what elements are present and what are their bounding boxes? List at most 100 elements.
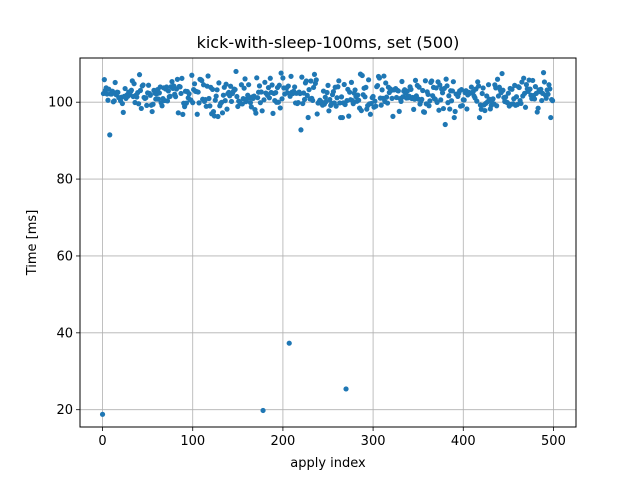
data-point — [334, 95, 340, 101]
data-point — [172, 94, 179, 100]
data-point — [546, 82, 552, 88]
data-point — [189, 72, 195, 78]
data-point — [292, 84, 298, 90]
data-point — [477, 102, 484, 108]
data-point — [365, 77, 372, 83]
data-point — [131, 81, 137, 87]
data-point — [412, 77, 419, 83]
data-point — [372, 98, 378, 104]
data-point — [111, 98, 117, 104]
data-point — [451, 114, 457, 121]
data-point — [434, 99, 440, 105]
x-tick-label: 0 — [98, 434, 106, 449]
data-point — [222, 98, 228, 104]
data-point — [206, 95, 212, 102]
data-point — [485, 82, 492, 88]
data-point — [209, 86, 216, 92]
y-tick-label: 80 — [56, 173, 73, 188]
data-point — [159, 103, 165, 109]
data-point — [254, 75, 260, 81]
data-point — [311, 71, 318, 78]
data-point — [137, 87, 144, 94]
data-point — [308, 78, 314, 84]
data-point — [378, 102, 384, 108]
plot-frame — [79, 57, 577, 428]
data-point — [299, 74, 305, 80]
data-point — [259, 108, 265, 114]
data-point — [253, 110, 259, 116]
data-point — [419, 96, 425, 102]
data-point — [535, 105, 541, 111]
data-point — [333, 103, 339, 109]
data-point — [257, 100, 263, 106]
data-point — [119, 100, 125, 107]
data-point — [104, 91, 110, 97]
data-point — [539, 97, 545, 104]
data-point — [464, 106, 470, 112]
data-point — [370, 93, 376, 100]
data-point — [336, 78, 342, 84]
data-point — [136, 101, 142, 107]
data-point — [324, 89, 330, 96]
data-point — [459, 102, 465, 109]
data-point — [341, 81, 347, 88]
data-point — [115, 89, 121, 95]
axis-ticks: 0 100 200 300 400 500 20 40 60 80 100 — [48, 96, 566, 449]
data-point — [490, 96, 496, 102]
data-point — [480, 85, 486, 91]
data-point — [220, 92, 226, 98]
data-point — [143, 95, 149, 101]
data-point — [167, 93, 173, 99]
data-point — [275, 99, 281, 105]
data-point — [101, 77, 107, 83]
data-point — [99, 411, 106, 417]
data-point — [358, 107, 364, 114]
data-point — [183, 100, 190, 106]
data-point — [228, 98, 235, 105]
x-axis-label: apply index — [290, 456, 366, 471]
data-point — [425, 91, 431, 98]
data-point — [174, 76, 180, 82]
data-point — [522, 104, 529, 110]
data-point — [215, 113, 221, 120]
data-point — [156, 90, 162, 96]
data-point — [362, 94, 368, 100]
data-point — [214, 87, 220, 93]
data-point — [199, 77, 205, 84]
data-point — [527, 86, 533, 92]
data-point — [150, 101, 156, 107]
data-point — [499, 70, 505, 77]
data-point — [523, 82, 530, 88]
data-point — [295, 99, 301, 106]
data-point — [547, 86, 553, 92]
data-point — [474, 98, 480, 104]
data-point — [269, 82, 275, 88]
data-point — [190, 100, 196, 106]
data-point — [429, 78, 435, 84]
data-point — [233, 68, 239, 75]
data-point — [134, 94, 140, 100]
data-point — [375, 82, 381, 89]
data-point — [352, 87, 358, 93]
data-point — [228, 83, 234, 89]
data-point — [306, 87, 312, 93]
data-point — [444, 83, 450, 89]
data-point — [322, 94, 328, 100]
data-point — [140, 82, 146, 88]
data-point — [144, 102, 150, 108]
data-point — [194, 111, 200, 117]
data-point — [389, 95, 395, 101]
data-point — [285, 83, 291, 89]
x-tick-label: 400 — [451, 434, 476, 449]
data-point — [447, 106, 453, 112]
data-point — [384, 94, 390, 100]
y-tick-label: 40 — [56, 326, 73, 341]
data-point — [449, 88, 456, 94]
data-point — [348, 79, 355, 85]
data-point — [179, 75, 185, 81]
data-point — [532, 84, 539, 90]
data-point — [518, 100, 524, 107]
data-point — [273, 90, 279, 96]
